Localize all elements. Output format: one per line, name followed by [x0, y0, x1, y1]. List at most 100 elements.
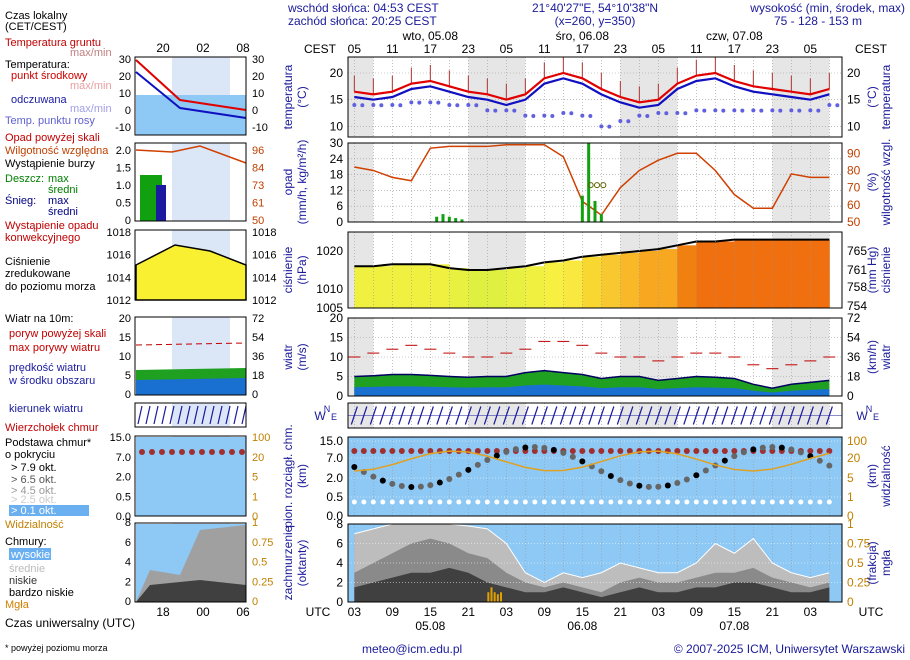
dew-point	[713, 108, 718, 113]
cloud-base-dot	[683, 476, 690, 483]
cloud-top-dot	[617, 448, 624, 454]
pressure-band	[791, 239, 811, 308]
cloud-base-dot	[408, 499, 414, 505]
precip-bar	[580, 195, 584, 222]
legend-feels-mm: max/min	[70, 103, 112, 115]
legend-snow-mid: średni	[48, 206, 78, 218]
cloud-base-dot	[760, 499, 766, 505]
dew-point	[371, 103, 376, 107]
precip-bar	[441, 214, 445, 222]
legend-cloud-top-dot	[229, 449, 235, 455]
pressure-band	[430, 264, 450, 308]
legend-press-tick-right: 1018	[252, 227, 276, 239]
cloud-base-dot	[579, 499, 585, 505]
legend-wind-arrow	[153, 405, 159, 425]
fog-bar	[490, 587, 493, 602]
legend-cover-tick-left: 6	[125, 537, 131, 549]
dew-point	[447, 103, 452, 107]
utc-tick: 09	[538, 605, 552, 619]
legend-wind-avg: prędkość wiatru	[9, 362, 86, 374]
cover-axis-title: zachmurzenie	[281, 525, 295, 600]
night-band	[772, 143, 830, 222]
legend-press-tick-left: 1016	[107, 250, 131, 262]
legend-hum-tick-right: 73	[252, 180, 264, 192]
vis-axis-unit: (km)	[865, 464, 879, 488]
wind-axis-title: wiatr	[281, 344, 295, 370]
dew-point	[656, 111, 661, 115]
dew-point	[664, 111, 669, 116]
cloud-base-dot	[351, 464, 358, 470]
temp-ytick-right: 20	[847, 66, 861, 80]
cest-tick: 05	[500, 42, 514, 56]
cloud-base-dot	[541, 499, 547, 505]
utc-tick: 09	[386, 605, 400, 619]
legend-cloud-tick-left: 15.0	[110, 432, 131, 444]
legend-temp-tick-left: 30	[119, 54, 131, 66]
dew-point	[466, 103, 471, 107]
cloud-base-dot	[399, 499, 405, 505]
fog-bar	[496, 594, 499, 602]
legend-wind-arrow	[185, 405, 191, 425]
legend-vis-tick-right: 1	[252, 491, 258, 503]
dew-point	[588, 113, 593, 118]
legend-press-tick-right: 1012	[252, 295, 276, 307]
pressure-band	[658, 249, 678, 308]
legend-utc-tick: 00	[196, 605, 210, 619]
cloud-base-dot	[778, 444, 785, 451]
cloud-base-dot	[531, 444, 538, 451]
utc-tick: 03	[500, 605, 514, 619]
wind-speed-line	[354, 369, 830, 389]
cloud-base-dot	[512, 446, 519, 453]
fog-bar	[500, 592, 502, 602]
legend-temp-line	[135, 59, 247, 111]
hum-axis-title: wilgotność wzgl.	[879, 139, 893, 227]
hum-ytick-right: 70	[847, 181, 861, 195]
legend-humidity: Wilgotność względna	[5, 145, 109, 157]
pressure-band	[753, 239, 773, 308]
pressure-band	[772, 239, 792, 308]
legend-gust-max: max porywy wiatru	[9, 342, 100, 354]
legend-rain: Deszcz:	[5, 173, 44, 185]
press-ytick-left: 1010	[316, 282, 343, 296]
cloud-base-dot	[636, 499, 642, 505]
pressure-band	[677, 245, 697, 308]
cover-ytick-left: 0	[336, 595, 343, 609]
temp-mid-line	[354, 71, 830, 104]
day-label: czw, 07.08	[706, 29, 763, 43]
utc-tick: 09	[690, 605, 704, 619]
cover-ytick-left: 6	[336, 537, 343, 551]
precip-bar	[460, 219, 464, 222]
fog-ytick-right: 1	[847, 517, 854, 531]
legend-panel-frame	[134, 522, 247, 603]
legend-temp-tick-left: 20	[119, 71, 131, 83]
legend-cloud-top-dot	[239, 449, 245, 455]
hum-ytick-right: 60	[847, 198, 861, 212]
cest-tick: 23	[462, 42, 476, 56]
legend-wind-tick-left: 10	[119, 351, 131, 363]
dew-point	[835, 103, 840, 108]
cloud-top-dot	[351, 448, 358, 454]
press-axis-unit2: (mm Hg)	[865, 247, 879, 294]
dew-point	[580, 113, 585, 118]
pressure-band	[392, 264, 412, 308]
dew-point	[751, 108, 756, 113]
footer-email[interactable]: meteo@icm.edu.pl	[362, 642, 462, 656]
cloud-top-dot	[683, 448, 690, 454]
legend-cloud-top-dot	[189, 449, 195, 455]
utc-day-label: 05.08	[415, 619, 445, 633]
legend-temp-tick-right: 30	[252, 54, 264, 66]
precip-ytick-left: 12	[330, 183, 344, 197]
dew-point	[778, 108, 783, 113]
cloud-base-dot	[598, 468, 605, 475]
night-band	[348, 143, 374, 222]
temp-axis-unit: (°C)	[295, 86, 309, 107]
cloud-base-dot	[626, 480, 633, 487]
legend-rain-max: max	[48, 173, 69, 185]
wind-ytick-left: 20	[330, 311, 344, 325]
legend-cloud-top-dot	[149, 449, 155, 455]
legend-press-tick-right: 1014	[252, 272, 276, 284]
cloud-top-dot	[702, 448, 709, 454]
dew-point	[732, 108, 737, 113]
dew-point	[675, 111, 680, 115]
wind-low-area	[354, 384, 830, 396]
